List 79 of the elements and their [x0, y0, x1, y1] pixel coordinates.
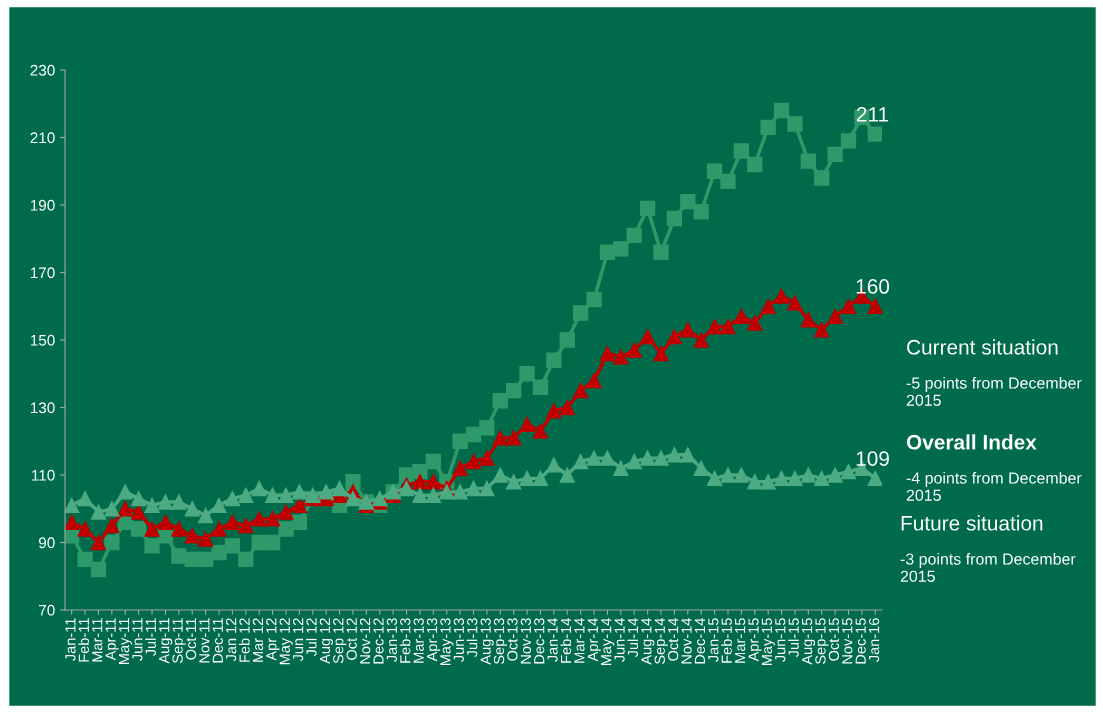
text: -5 points from December 2015 [906, 377, 1082, 406]
annotation: 211 [856, 106, 889, 122]
x-tick-label: Sep-15 [815, 618, 829, 664]
x-tick-label: Nov-14 [681, 618, 692, 664]
x-tick-label: Feb-15 [721, 618, 732, 663]
x-tick-label: Nov-12 [359, 618, 371, 664]
x-tick-label: Jan-15 [708, 618, 719, 662]
x-tick-label: Dec-11 [212, 618, 223, 663]
x-tick-label: Dec-12 [373, 618, 384, 664]
series-label: Future situation [901, 515, 1043, 531]
x-tick-label: Feb 12 [239, 618, 250, 662]
x-tick-label: Sep 12 [333, 618, 347, 664]
annotation: 109 [856, 451, 889, 466]
x-tick-label: Jul-11 [145, 618, 156, 657]
x-tick-label: Jan-14 [547, 618, 558, 662]
y-tick-label: 70 [39, 604, 55, 616]
x-tick-label: Feb-14 [560, 618, 572, 663]
x-tick-label: Mar-15 [735, 618, 746, 663]
x-tick-label: Feb-13 [399, 618, 411, 663]
text: Current situation [907, 339, 1058, 355]
x-tick-label: Sep-13 [493, 618, 508, 664]
x-tick-label: Feb-11 [78, 618, 89, 662]
y-tick-label: 110 [32, 469, 55, 481]
y-tick-label: 230 [30, 64, 55, 76]
x-tick-label: Nov-11 [199, 618, 210, 663]
x-tick-label: Jul-15 [788, 618, 799, 658]
x-tick-label: Aug-14 [641, 618, 655, 665]
x-tick-label: Oct-15 [828, 618, 840, 661]
text: -3 points from December 2015 [900, 553, 1076, 582]
x-tick-label: Jul-13 [466, 618, 478, 658]
x-tick-label: Jun-13 [453, 618, 465, 662]
x-tick-label: Oct 12 [346, 618, 357, 660]
x-tick-label: May-13 [440, 618, 454, 666]
text: Overall Index [906, 434, 1037, 450]
annotation: 160 [856, 279, 890, 294]
x-tick-label: Sep-11 [172, 618, 186, 663]
x-tick-label: Dec-14 [694, 618, 706, 664]
x-tick-label: Jan-13 [386, 618, 398, 662]
x-tick-label: Mar-14 [574, 618, 585, 663]
x-tick-label: Jun 12 [292, 618, 304, 662]
x-tick-label: Aug 12 [319, 618, 333, 664]
x-tick-label: Aug-13 [480, 618, 494, 665]
x-tick-label: Nov-15 [842, 618, 853, 664]
x-tick-label: Aug-15 [802, 618, 816, 665]
x-tick-label: Jan 12 [226, 618, 237, 662]
x-tick-label: Sep-14 [654, 618, 668, 664]
x-tick-label: Apr-14 [587, 618, 601, 662]
x-tick-label: May 12 [279, 618, 293, 665]
y-tick-label: 130 [30, 402, 55, 414]
x-tick-label: Nov-13 [520, 618, 531, 664]
y-tick-label: 150 [30, 334, 55, 346]
y-tick-label: 90 [39, 537, 55, 549]
x-tick-label: Jan-16 [868, 618, 880, 662]
x-tick-label: Mar-11 [92, 618, 103, 662]
x-tick-label: Jan-11 [65, 618, 76, 661]
x-tick-label: Jun-11 [132, 618, 143, 661]
x-tick-label: Oct-11 [185, 618, 197, 660]
x-tick-label: Oct-14 [667, 618, 679, 661]
x-tick-label: Mar-13 [413, 618, 424, 663]
x-tick-label: May-14 [601, 618, 615, 666]
x-tick-label: Aug-11 [159, 618, 173, 664]
x-tick-label: May-15 [761, 618, 775, 666]
x-tick-label: Apr-13 [426, 618, 441, 662]
y-tick-label: 210 [30, 132, 55, 144]
x-tick-label: Dec-15 [855, 618, 866, 664]
y-tick-label: 190 [30, 199, 55, 211]
x-tick-label: Mar 12 [252, 618, 264, 662]
x-tick-label: May-11 [119, 618, 133, 664]
x-tick-label: Jul-14 [627, 618, 639, 658]
x-tick-label: Oct-13 [507, 618, 518, 661]
x-tick-label: Jul 12 [305, 618, 317, 657]
x-tick-label: Jun-14 [614, 618, 625, 662]
text: -4 points from December 2015 [906, 472, 1082, 501]
x-tick-label: Apr-15 [748, 618, 762, 662]
y-tick-label: 170 [30, 267, 55, 279]
x-tick-label: Dec-13 [534, 618, 545, 664]
x-tick-label: Apr-11 [105, 618, 119, 661]
x-tick-label: Apr 12 [266, 618, 280, 661]
x-tick-label: Jun-15 [775, 618, 786, 662]
